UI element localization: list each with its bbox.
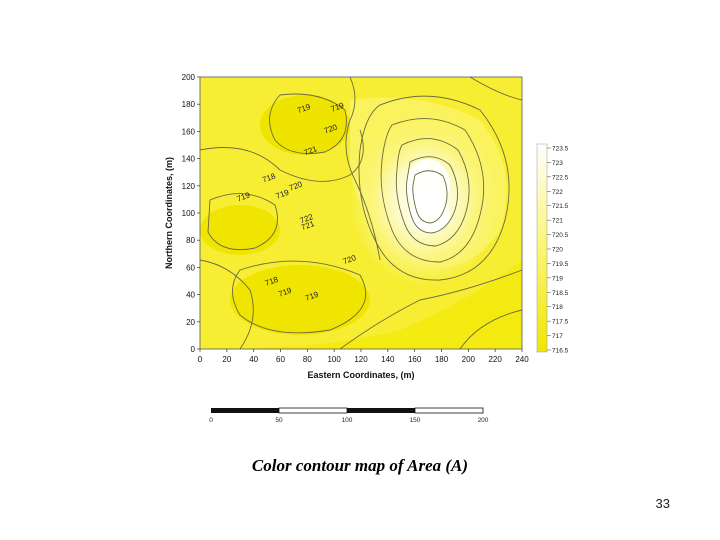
scale-label: 100 <box>342 417 353 424</box>
contour-line <box>345 77 381 261</box>
low-region-se <box>450 300 522 340</box>
y-tick-label: 140 <box>182 155 196 164</box>
y-tick-label: 20 <box>186 318 195 327</box>
y-axis-label: Northern Coordinates, (m) <box>164 157 174 269</box>
x-tick-label: 240 <box>515 355 529 364</box>
y-tick-label: 100 <box>182 209 196 218</box>
x-tick-label: 220 <box>488 355 502 364</box>
contour-line <box>232 260 367 334</box>
contour-label: 720 <box>288 179 304 192</box>
contour-label: 721 <box>300 219 316 232</box>
figure-caption: Color contour map of Area (A) <box>251 456 469 475</box>
contour-line <box>380 118 485 263</box>
y-tick-label: 200 <box>182 73 196 82</box>
x-axis: 0 20 40 60 80 100 120 140 160 180 200 220 240 <box>198 349 529 364</box>
colorbar-label: 722 <box>552 189 563 196</box>
colorbar-label: 720.5 <box>552 232 569 239</box>
contour-line <box>207 193 278 251</box>
colorbar-label: 717 <box>552 333 563 340</box>
contour-label: 722 <box>299 212 315 225</box>
x-tick-label: 180 <box>435 355 449 364</box>
contour-label: 719 <box>236 190 252 203</box>
low-region-sw <box>230 265 370 335</box>
contour-label: 719 <box>296 102 312 115</box>
hill-peak-inner <box>406 159 450 211</box>
scale-label: 50 <box>275 417 283 424</box>
low-region-nw <box>260 95 350 155</box>
contour-line <box>469 77 522 101</box>
contour-line <box>200 259 254 349</box>
y-tick-label: 180 <box>182 100 196 109</box>
contour-label: 718 <box>261 171 277 184</box>
contour-line <box>358 95 510 281</box>
x-tick-label: 200 <box>462 355 476 364</box>
x-tick-label: 0 <box>198 355 203 364</box>
contour-label: 719 <box>277 286 293 299</box>
scale-segment-1 <box>211 408 279 413</box>
contour-label: 719 <box>275 188 291 201</box>
colorbar-label: 723.5 <box>552 146 569 153</box>
scale-labels: 0 50 100 150 200 <box>209 417 489 424</box>
scale-label: 0 <box>209 417 213 424</box>
contour-line <box>200 129 364 182</box>
scale-segment-2 <box>278 407 348 414</box>
y-tick-label: 80 <box>186 236 195 245</box>
colorbar-label: 721.5 <box>552 203 569 210</box>
colorbar-label: 722.5 <box>552 174 569 181</box>
contour-line <box>395 138 470 247</box>
scale-label: 150 <box>410 417 421 424</box>
x-tick-label: 20 <box>222 355 231 364</box>
contour-line <box>406 156 459 234</box>
contour-label: 720 <box>323 122 339 135</box>
x-tick-label: 120 <box>354 355 368 364</box>
contour-label: 719 <box>330 101 346 114</box>
colorbar-label: 720 <box>552 247 563 254</box>
page-number: 33 <box>655 496 670 511</box>
y-axis: 0 20 40 60 80 100 120 140 160 180 200 <box>182 73 200 354</box>
x-tick-label: 140 <box>381 355 395 364</box>
colorbar-label: 718 <box>552 304 563 311</box>
scale-label: 200 <box>478 417 489 424</box>
scale-segment-3 <box>347 408 415 413</box>
x-axis-label: Eastern Coordinates, (m) <box>307 370 414 380</box>
colorbar-label: 719 <box>552 275 563 282</box>
y-tick-label: 60 <box>186 263 195 272</box>
colorbar-label: 719.5 <box>552 261 569 268</box>
contour-line <box>459 309 522 349</box>
colorbar-legend: 723.5 723 722.5 722 721.5 721 720.5 720 719.5 719… <box>536 143 569 355</box>
x-tick-label: 100 <box>327 355 341 364</box>
contour-label: 721 <box>303 144 319 157</box>
scale-bar: 0 50 100 150 200 <box>209 407 489 424</box>
colorbar-label: 717.5 <box>552 319 569 326</box>
x-tick-label: 60 <box>276 355 285 364</box>
colorbar-label: 716.5 <box>552 348 569 355</box>
x-tick-label: 80 <box>303 355 312 364</box>
colorbar-label: 721 <box>552 218 563 225</box>
scale-segment-4 <box>414 407 484 414</box>
y-tick-label: 160 <box>182 127 196 136</box>
contour-label: 720 <box>342 253 358 266</box>
contour-label: 719 <box>304 290 320 303</box>
colorbar-label: 718.5 <box>552 290 569 297</box>
x-tick-label: 160 <box>408 355 422 364</box>
y-tick-label: 40 <box>186 291 195 300</box>
contour-line <box>269 93 347 154</box>
contour-lines <box>200 77 522 349</box>
low-region-w <box>200 205 280 255</box>
y-tick-label: 0 <box>191 345 196 354</box>
hill-peak-inner-2 <box>410 197 450 233</box>
colorbar-gradient <box>536 143 548 353</box>
contour-label: 718 <box>264 275 280 288</box>
contour-line <box>339 269 522 349</box>
colorbar-labels: 723.5 723 722.5 722 721.5 721 720.5 720 719.5 719… <box>547 146 569 355</box>
colorbar-label: 723 <box>552 160 563 167</box>
contour-line <box>412 170 448 224</box>
y-tick-label: 120 <box>182 182 196 191</box>
x-tick-label: 40 <box>249 355 258 364</box>
contour-fill <box>200 77 522 349</box>
